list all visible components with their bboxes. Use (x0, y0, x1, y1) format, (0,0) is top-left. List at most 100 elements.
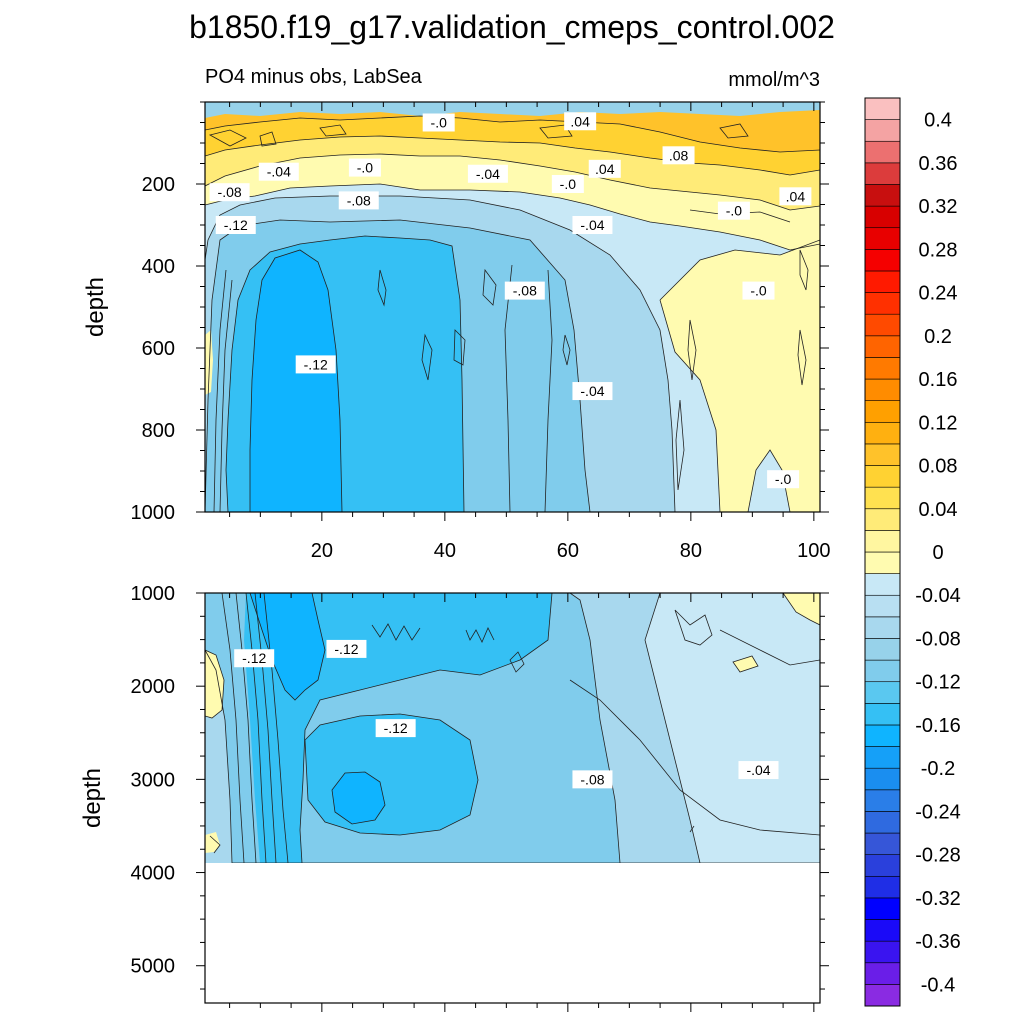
contour-label: -.08 (209, 183, 250, 202)
contour-label-text: -.0 (560, 176, 577, 192)
figure-title: b1850.f19_g17.validation_cmeps_control.0… (189, 9, 835, 45)
contour-label-box (572, 382, 613, 401)
contour-label-box (258, 162, 299, 181)
lower-band-minus-0.04 (645, 593, 820, 863)
contour-label-text: -.08 (347, 192, 371, 208)
contour-label: -.12 (215, 216, 256, 234)
contour-label: -.04 (467, 164, 508, 183)
colorbar-label: -0.32 (915, 888, 961, 910)
lower-contour-field (205, 593, 820, 1003)
colorbar-swatch (864, 162, 901, 185)
colorbar-swatch (864, 897, 901, 920)
lower-band-east-zero (783, 593, 820, 625)
contour-label-box (564, 112, 597, 131)
contour-label-text: -.04 (267, 164, 291, 180)
colorbar-swatch (864, 508, 901, 531)
contour-label: .08 (662, 146, 695, 165)
upper-contour-labels: -.0 .04 .08 -.04 -.0 -.04 .04 -.0 -.08 -.08 .04 -.0… (209, 112, 812, 489)
contour-label-text: -.12 (242, 650, 266, 666)
colorbar-label: -0.08 (915, 628, 961, 650)
upper-band-east-zero (660, 240, 820, 512)
contour-label-box (572, 216, 613, 234)
x-tick-label: 20 (311, 540, 333, 562)
contour-label-text: -.04 (746, 762, 770, 778)
upper-band-surface-0.08 (205, 102, 820, 152)
contour-label-box (572, 770, 613, 789)
contour-label-box (422, 113, 455, 132)
colorbar-label: 0.16 (919, 369, 958, 391)
colorbar-label: 0.2 (924, 326, 952, 348)
contour-label-text: -.0 (357, 160, 374, 176)
contour-label: -.12 (295, 355, 336, 374)
lower-no-data-region (205, 863, 820, 1003)
colorbar-swatch (864, 659, 901, 683)
y-tick-label: 800 (142, 420, 175, 442)
colorbar-swatch (864, 357, 901, 380)
y-tick-label: 1000 (131, 583, 176, 605)
colorbar-swatch (864, 551, 901, 574)
contour-label-box (209, 183, 250, 202)
lower-band-west-zero (205, 650, 224, 718)
colorbar-swatch (864, 97, 901, 120)
contour-label: -.12 (234, 649, 275, 668)
colorbar-swatch (864, 875, 901, 899)
contour-label-text: .04 (786, 188, 806, 204)
colorbar-swatch (864, 854, 901, 877)
contour-label-box (717, 201, 750, 220)
colorbar-swatch (864, 962, 901, 985)
colorbar-swatch (864, 249, 901, 272)
contour-label: -.0 (767, 470, 800, 489)
contour-label-box (467, 164, 508, 183)
lower-y-axis-label: depth (79, 768, 106, 828)
contour-label: -.12 (326, 639, 367, 658)
colorbar-label: 0.12 (919, 412, 958, 434)
colorbar-label: -0.04 (915, 585, 961, 607)
contour-label: -.04 (258, 162, 299, 181)
colorbar: 0.4 0.36 0.32 0.28 0.24 0.2 0.16 0.12 0.08 0.04 0 -… (864, 97, 961, 1007)
colorbar-swatch (864, 984, 901, 1007)
upper-band-core-minus-0.14 (250, 250, 342, 512)
colorbar-swatch (864, 378, 901, 401)
contour-label-box (295, 355, 336, 374)
contour-label: .04 (564, 112, 597, 131)
colorbar-swatch (864, 443, 901, 466)
colorbar-swatch (864, 638, 901, 661)
colorbar-swatch (864, 530, 901, 553)
contour-label-text: -.12 (384, 720, 408, 736)
colorbar-label: 0.04 (919, 499, 958, 521)
lower-axis-ticks: 1000 2000 3000 4000 5000 (131, 583, 829, 1012)
colorbar-swatch (864, 919, 901, 942)
colorbar-label: -0.16 (915, 715, 961, 737)
contour-label-box (375, 719, 416, 738)
contour-label-text: -.0 (726, 203, 743, 219)
colorbar-swatch (864, 616, 901, 639)
colorbar-swatch (864, 313, 901, 337)
upper-axis-ticks: 20 40 60 80 100 200 400 600 800 1000 (131, 101, 831, 562)
contour-label: -.08 (338, 191, 379, 210)
contour-label-text: -.04 (476, 166, 500, 182)
upper-y-axis-label: depth (82, 277, 109, 337)
lower-band-core-minus-0.14 (250, 593, 325, 700)
colorbar-label: 0.28 (919, 239, 958, 261)
contour-label: -.0 (422, 113, 455, 132)
x-tick-label: 80 (680, 540, 702, 562)
colorbar-label: 0.08 (919, 456, 958, 478)
colorbar-swatch (864, 594, 901, 618)
contour-label-text: .08 (669, 147, 689, 163)
upper-contour-lines (205, 115, 820, 512)
colorbar-swatch (864, 767, 901, 791)
colorbar-swatch (864, 832, 901, 855)
contour-label: .04 (588, 159, 621, 178)
colorbar-swatch (864, 811, 901, 834)
units-label: mmol/m^3 (728, 69, 820, 91)
contour-label-box (504, 281, 545, 300)
colorbar-label: 0 (932, 542, 943, 564)
colorbar-swatch (864, 119, 901, 142)
colorbar-swatch (864, 703, 901, 726)
contour-label: -.04 (572, 382, 613, 401)
colorbar-swatch (864, 292, 901, 315)
contour-label-text: -.12 (304, 356, 328, 372)
y-tick-label: 200 (142, 174, 175, 196)
contour-label-text: -.0 (431, 115, 448, 131)
